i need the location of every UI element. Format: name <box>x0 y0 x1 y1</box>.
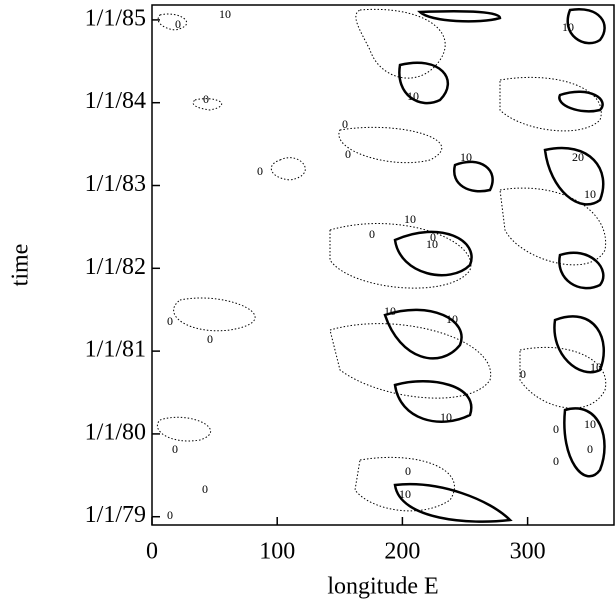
contour-label: 10 <box>426 237 438 251</box>
contour-label: 0 <box>203 92 209 106</box>
contour-label: 0 <box>553 422 559 436</box>
contour-label: 0 <box>430 230 436 244</box>
y-tick-label: 1/1/83 <box>85 171 146 197</box>
contour-label: 0 <box>369 227 375 241</box>
contour-label: 10 <box>407 89 419 103</box>
contour-label: 10 <box>446 312 458 326</box>
contour-line <box>157 13 306 442</box>
contour-label: 10 <box>384 304 396 318</box>
y-tick-label: 1/1/79 <box>85 502 146 528</box>
x-tick-label: 300 <box>510 539 546 565</box>
contour-label: 10 <box>399 487 411 501</box>
contour-label: 0 <box>553 454 559 468</box>
contour-label: 0 <box>405 464 411 478</box>
contour-label: 0 <box>257 164 263 178</box>
x-axis-label: longitude E <box>327 574 438 600</box>
y-tick-label: 1/1/81 <box>85 337 146 363</box>
contour-label: 0 <box>172 442 178 456</box>
contour-label: 10 <box>440 410 452 424</box>
y-axis-label: time <box>8 244 34 287</box>
contour-line <box>383 7 606 523</box>
contour-label: 10 <box>590 360 602 374</box>
contour-label: 10 <box>562 20 574 34</box>
y-tick-label: 1/1/80 <box>85 419 146 445</box>
contour-label: 0 <box>202 482 208 496</box>
contour-label: 10 <box>404 212 416 226</box>
y-tick-label: 1/1/85 <box>85 5 146 31</box>
x-tick-label: 200 <box>384 539 420 565</box>
contour-label: 10 <box>219 7 231 21</box>
x-tick-label: 0 <box>146 539 158 565</box>
contour-label: 0 <box>342 117 348 131</box>
contour-line <box>329 8 607 512</box>
x-tick-label: 100 <box>259 539 295 565</box>
contour-label: 0 <box>167 508 173 522</box>
contour-label: 0 <box>207 332 213 346</box>
contour-label: 10 <box>584 187 596 201</box>
contour-label: 20 <box>572 150 584 164</box>
contour-label: 0 <box>175 17 181 31</box>
y-tick-label: 1/1/82 <box>85 254 146 280</box>
contour-label: 0 <box>345 147 351 161</box>
contour-label: 0 <box>167 314 173 328</box>
contour-label: 0 <box>587 442 593 456</box>
contour-label: 10 <box>460 150 472 164</box>
plot-frame <box>151 4 615 526</box>
y-tick-label: 1/1/84 <box>85 88 146 114</box>
contours <box>157 7 607 523</box>
contour-label: 0 <box>520 367 526 381</box>
contour-label: 10 <box>584 417 596 431</box>
